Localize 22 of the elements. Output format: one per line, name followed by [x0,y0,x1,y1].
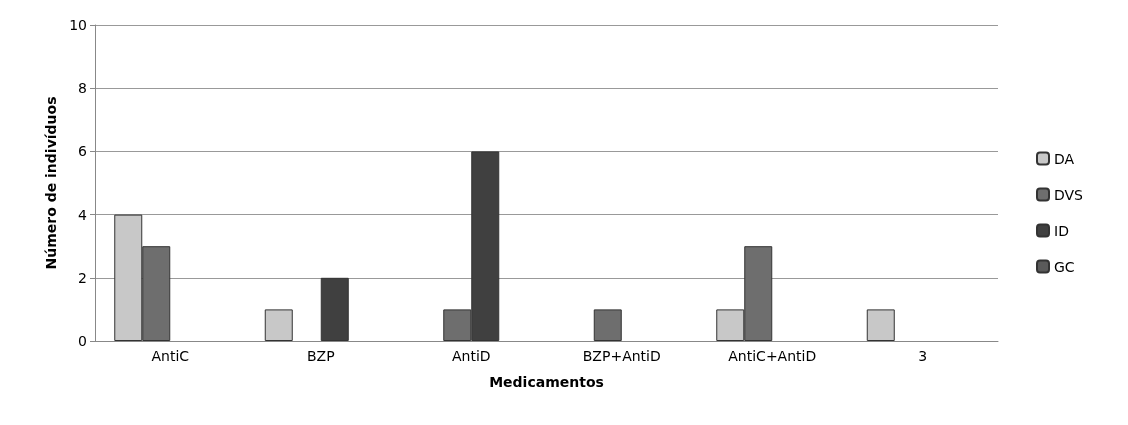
y-tick-label: 2 [78,269,87,286]
legend-label: DVS [1054,186,1084,203]
legend-label: GC [1054,258,1075,275]
x-tick-label: BZP [306,348,335,364]
x-tick-label: AntiC+AntiD [728,348,817,364]
legend-label: ID [1054,222,1069,239]
legend-label: DA [1054,150,1075,167]
y-tick-label: 8 [78,80,87,97]
y-tick-label: 10 [69,17,87,33]
x-tick-label: BZP+AntiD [582,348,661,364]
bar [593,309,622,341]
y-tick-label: 4 [78,206,88,223]
bar [320,277,349,341]
x-axis-title: Medicamentos [489,374,604,390]
y-tick-label: 6 [78,143,88,160]
x-tick-label: 3 [918,348,928,364]
y-axis-title: Número de indivíduos [43,96,60,270]
y-tick-label: 0 [78,333,87,349]
bar [264,309,293,341]
x-tick-label: AntiC [151,348,190,364]
bar [866,309,895,341]
x-tick-label: AntiD [451,348,491,364]
